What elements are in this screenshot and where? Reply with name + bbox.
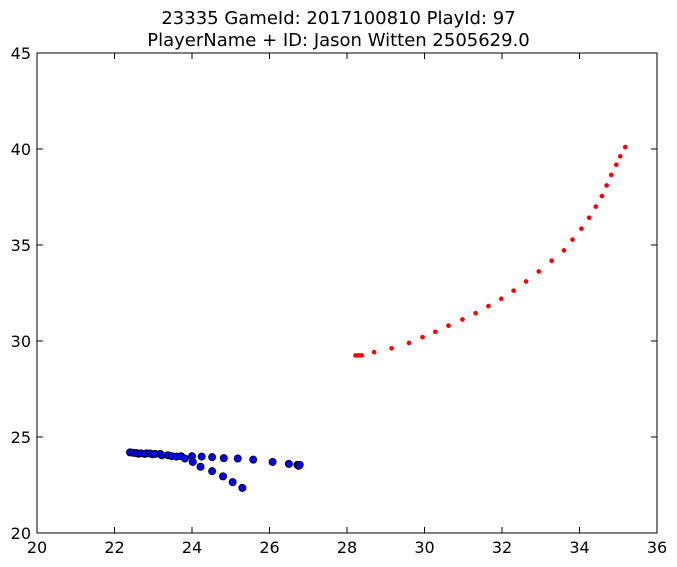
data-point-red [389,345,394,351]
data-point-red [460,317,465,322]
data-point-blue [295,460,304,469]
data-point-red [613,162,619,168]
y-tick-label: 20 [11,524,31,543]
data-point-red [536,269,542,274]
data-point-red [599,193,605,199]
data-point-red [406,340,412,346]
data-point-blue [181,454,190,463]
data-point-red [473,310,478,316]
data-point-blue [228,478,237,487]
data-point-red [604,183,609,188]
data-point-blue [196,462,205,471]
y-tick-label: 45 [11,44,31,63]
data-point-red [622,144,628,150]
data-point-blue [268,457,277,466]
chart-title-line-1: 23335 GameId: 2017100810 PlayId: 97 [161,8,516,29]
chart-title-line-2: PlayerName + ID: Jason Witten 2505629.0 [147,30,530,51]
y-tick-label: 35 [11,236,31,255]
data-point-red [523,279,529,284]
data-point-red [446,323,451,328]
data-point-red [498,296,504,302]
data-point-blue [233,454,242,463]
data-point-blue [197,452,206,461]
data-point-red [371,349,377,355]
data-point-blue [238,483,247,492]
data-point-red [570,237,575,242]
y-tick-label: 25 [11,428,31,447]
data-point-red [579,226,584,232]
data-point-blue [218,472,227,481]
x-tick-label: 22 [104,538,124,557]
data-point-blue [284,459,293,468]
data-point-blue [219,454,228,463]
data-point-red [420,334,425,340]
data-point-red [486,303,491,309]
data-point-red [608,172,614,178]
x-tick-label: 36 [647,538,667,557]
x-tick-label: 30 [414,538,434,557]
data-point-red [549,258,554,264]
data-point-red [511,288,516,294]
data-point-red [561,248,567,253]
x-tick-label: 28 [337,538,357,557]
x-tick-label: 24 [182,538,202,557]
y-tick-label: 40 [11,140,31,159]
data-point-red [359,353,365,358]
data-point-blue [208,453,217,462]
x-tick-label: 34 [569,538,589,557]
data-point-blue [188,457,197,466]
data-point-red [593,204,599,209]
data-point-red [617,153,623,159]
data-point-red [432,329,438,335]
data-point-red [586,215,592,221]
data-point-blue [249,455,258,464]
data-point-blue [208,467,217,476]
x-tick-label: 32 [492,538,512,557]
y-tick-label: 30 [11,332,31,351]
x-tick-label: 26 [259,538,279,557]
x-tick-label: 20 [27,538,47,557]
plot-frame [36,52,658,534]
